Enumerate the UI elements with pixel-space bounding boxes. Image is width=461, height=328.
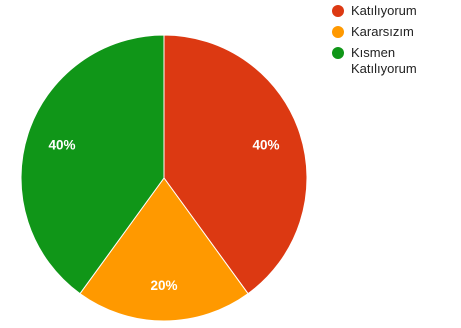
legend-item-kararsizim[interactable]: Kararsızım <box>332 24 460 40</box>
legend-swatch-kararsizim <box>332 26 344 38</box>
legend-item-katiliyorum[interactable]: Katılıyorum <box>332 3 460 19</box>
pie-slice-kismen-katiliyorum[interactable] <box>20 34 165 295</box>
legend-label-kismen-katiliyorum: Kısmen Katılıyorum <box>351 45 417 76</box>
legend-swatch-kismen-katiliyorum <box>332 47 344 59</box>
data-label-kararsizim: 20% <box>150 278 177 293</box>
data-label-katiliyorum: 40% <box>252 137 279 152</box>
pie-slice-katiliyorum[interactable] <box>163 34 308 295</box>
legend-label-kararsizim: Kararsızım <box>351 24 414 39</box>
data-label-kismen-katiliyorum: 40% <box>48 137 75 152</box>
chart-legend: Katılıyorum Kararsızım Kısmen Katılıyoru… <box>332 3 460 82</box>
legend-label-katiliyorum: Katılıyorum <box>351 3 417 18</box>
legend-item-kismen-katiliyorum[interactable]: Kısmen Katılıyorum <box>332 45 460 77</box>
legend-swatch-katiliyorum <box>332 5 344 17</box>
pie-slice-kararsizim[interactable] <box>79 177 249 322</box>
